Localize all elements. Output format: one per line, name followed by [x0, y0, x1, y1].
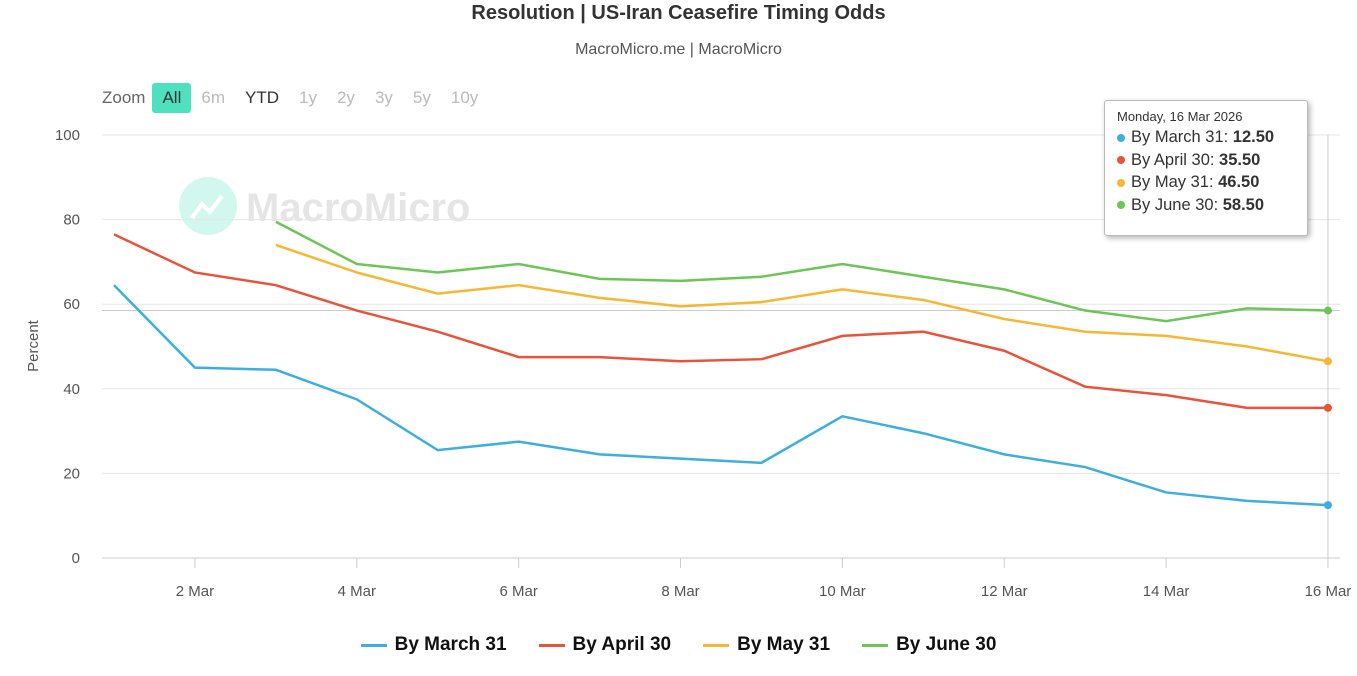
- y-tick-label: 100: [55, 127, 80, 144]
- zoom-3y-button[interactable]: 3y: [374, 88, 393, 107]
- data-point: [1323, 501, 1332, 510]
- y-tick-label: 0: [72, 550, 80, 567]
- legend-label: By May 31: [737, 634, 831, 655]
- y-axis-label: Percent: [25, 319, 42, 372]
- data-point: [1323, 306, 1332, 315]
- y-tick-label: 60: [63, 296, 80, 313]
- zoom-5y-button[interactable]: 5y: [412, 88, 431, 107]
- series-line-2: [275, 243, 1329, 363]
- legend-swatch-icon: [538, 643, 565, 647]
- legend-item[interactable]: By April 30: [538, 634, 672, 656]
- tooltip: Monday, 16 Mar 2026 By March 31: 12.50 By…: [1104, 100, 1308, 236]
- tooltip-series: By May 31: [1131, 173, 1209, 191]
- x-tick-label: 4 Mar: [338, 583, 376, 600]
- series-line-0: [113, 284, 1329, 507]
- zoom-ytd-button[interactable]: YTD: [245, 88, 279, 107]
- tooltip-row: By May 31: 46.50: [1117, 171, 1307, 194]
- legend-label: By June 30: [896, 634, 997, 655]
- tooltip-series: By March 31: [1131, 128, 1224, 146]
- legend-swatch-icon: [862, 643, 889, 647]
- x-tick-label: 14 Mar: [1143, 583, 1190, 600]
- data-point: [1323, 403, 1332, 412]
- y-tick-label: 40: [63, 381, 80, 398]
- zoom-6m-button[interactable]: 6m: [201, 88, 225, 107]
- svg-text:MacroMicro: MacroMicro: [246, 186, 471, 230]
- tooltip-series: By April 30: [1131, 150, 1210, 169]
- legend-item[interactable]: By June 30: [862, 634, 996, 656]
- zoom-2y-button[interactable]: 2y: [336, 88, 355, 107]
- legend-swatch-icon: [360, 643, 387, 647]
- legend: By March 31 By April 30 By May 31 By June 3…: [0, 634, 1357, 656]
- series-line-3: [275, 220, 1328, 323]
- tooltip-row: By March 31: 12.50: [1117, 126, 1307, 149]
- tooltip-row: By June 30: 58.50: [1117, 194, 1307, 217]
- legend-label: By April 30: [572, 634, 672, 655]
- series-line-1: [113, 233, 1328, 410]
- tooltip-value: 58.50: [1222, 195, 1265, 214]
- tooltip-date: Monday, 16 Mar 2026: [1117, 109, 1243, 124]
- tooltip-value: 12.50: [1232, 128, 1275, 146]
- x-tick-label: 6 Mar: [499, 583, 537, 600]
- chart-subtitle: MacroMicro.me | MacroMicro: [575, 41, 782, 58]
- y-tick-label: 80: [63, 212, 80, 229]
- x-tick-label: 8 Mar: [661, 583, 699, 600]
- series-dot-icon: [1117, 178, 1125, 187]
- zoom-label: Zoom: [102, 88, 146, 107]
- x-tick-label: 10 Mar: [819, 583, 866, 600]
- watermark-logo: MacroMicro: [179, 177, 471, 235]
- zoom-all-button[interactable]: All: [152, 83, 192, 113]
- legend-item[interactable]: By May 31: [703, 634, 830, 656]
- x-tick-label: 16 Mar: [1305, 583, 1352, 600]
- legend-swatch-icon: [703, 643, 730, 647]
- tooltip-value: 46.50: [1218, 173, 1260, 191]
- zoom-1y-button[interactable]: 1y: [299, 88, 317, 107]
- y-tick-label: 20: [63, 465, 80, 482]
- series-dot-icon: [1117, 201, 1125, 210]
- zoom-bar: Zoom All 6m YTD 1y 2y 3y 5y 10y: [102, 83, 488, 113]
- legend-label: By March 31: [394, 634, 507, 655]
- data-point: [1323, 357, 1332, 366]
- tooltip-row: By April 30: 35.50: [1117, 149, 1307, 172]
- tooltip-series: By June 30: [1131, 195, 1214, 214]
- x-tick-label: 2 Mar: [176, 583, 214, 600]
- series-dot-icon: [1117, 133, 1125, 142]
- tooltip-value: 35.50: [1219, 150, 1261, 169]
- series-dot-icon: [1117, 156, 1125, 165]
- zoom-10y-button[interactable]: 10y: [450, 88, 479, 107]
- x-tick-label: 12 Mar: [981, 583, 1028, 600]
- legend-item[interactable]: By March 31: [360, 634, 507, 656]
- chart-title: Resolution | US-Iran Ceasefire Timing Od…: [471, 2, 886, 24]
